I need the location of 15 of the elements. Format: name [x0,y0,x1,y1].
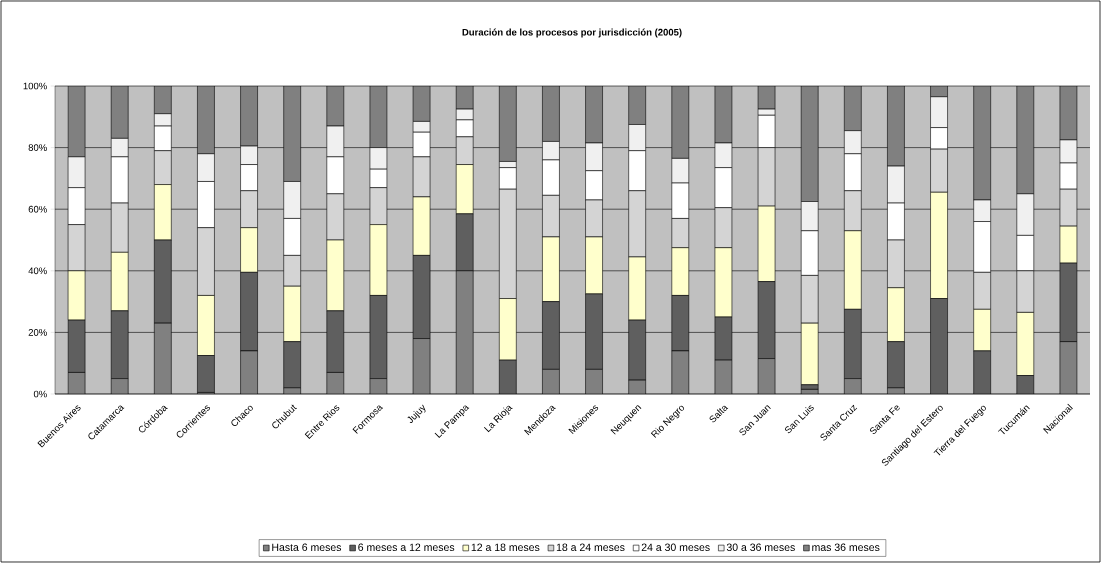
legend-label: 24 a 30 meses [641,543,710,552]
y-tick-label: 0% [33,390,47,398]
legend-label: 30 a 36 meses [726,543,795,552]
y-tick-label: 60% [28,205,47,213]
y-tick-label: 20% [28,329,47,336]
legend-label: 18 a 24 meses [556,543,625,552]
legend-label: Hasta 6 meses [272,543,342,552]
legend-label: 6 meses a 12 meses [358,543,455,552]
y-tick-label: 80% [28,144,47,151]
x-tick-label: San Luis [784,405,814,434]
y-tick-label: 40% [28,267,47,275]
chart-title: Duración de los procesos por jurisdicción (2005) [462,28,682,38]
legend-label: 12 a 18 meses [471,543,540,552]
y-tick-label: 100% [23,82,47,90]
legend-label: mas 36 meses [812,543,880,552]
